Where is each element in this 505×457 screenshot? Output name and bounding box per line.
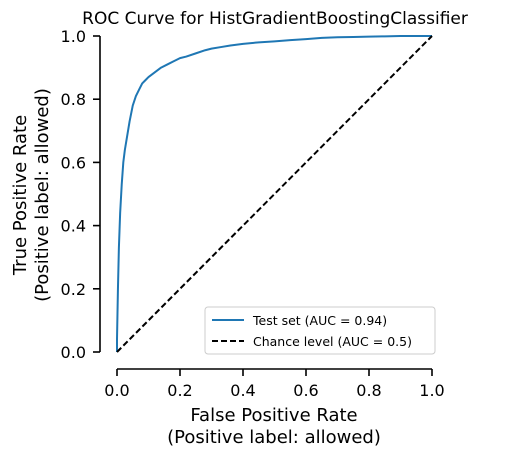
y-axis-label: True Positive Rate: [10, 115, 31, 276]
chart-title: ROC Curve for HistGradientBoostingClassi…: [82, 9, 468, 29]
y-ticks: 0.0 0.2 0.4 0.6 0.8 1.0: [61, 27, 100, 362]
x-axis-label: False Positive Rate: [190, 405, 357, 426]
y-axis-sublabel: (Positive label: allowed): [32, 88, 53, 302]
legend-label-test-set: Test set (AUC = 0.94): [252, 313, 387, 328]
axes: [99, 36, 432, 370]
roc-curve-test-set: [116, 35, 432, 352]
legend-box: [204, 306, 436, 355]
legend-label-chance-level: Chance level (AUC = 0.5): [253, 334, 412, 349]
y-tick-label: 0.2: [61, 280, 86, 299]
x-tick-label: 0.4: [230, 381, 255, 400]
y-tick-label: 0.8: [61, 90, 86, 109]
x-tick-label: 0.2: [167, 381, 192, 400]
y-tick-label: 0.6: [61, 153, 86, 172]
x-tick-label: 0.6: [293, 381, 318, 400]
x-tick-label: 1.0: [419, 381, 444, 400]
y-tick-label: 0.0: [61, 343, 86, 362]
legend: Test set (AUC = 0.94) Chance level (AUC …: [204, 306, 436, 355]
x-tick-label: 0.0: [104, 381, 129, 400]
y-tick-label: 0.4: [61, 217, 86, 236]
x-axis-sublabel: (Positive label: allowed): [167, 427, 381, 448]
x-ticks: 0.0 0.2 0.4 0.6 0.8 1.0: [104, 369, 445, 400]
chance-level-line: [116, 35, 433, 353]
x-tick-label: 0.8: [356, 381, 381, 400]
series-layer: [116, 35, 433, 353]
y-tick-label: 1.0: [61, 27, 86, 46]
